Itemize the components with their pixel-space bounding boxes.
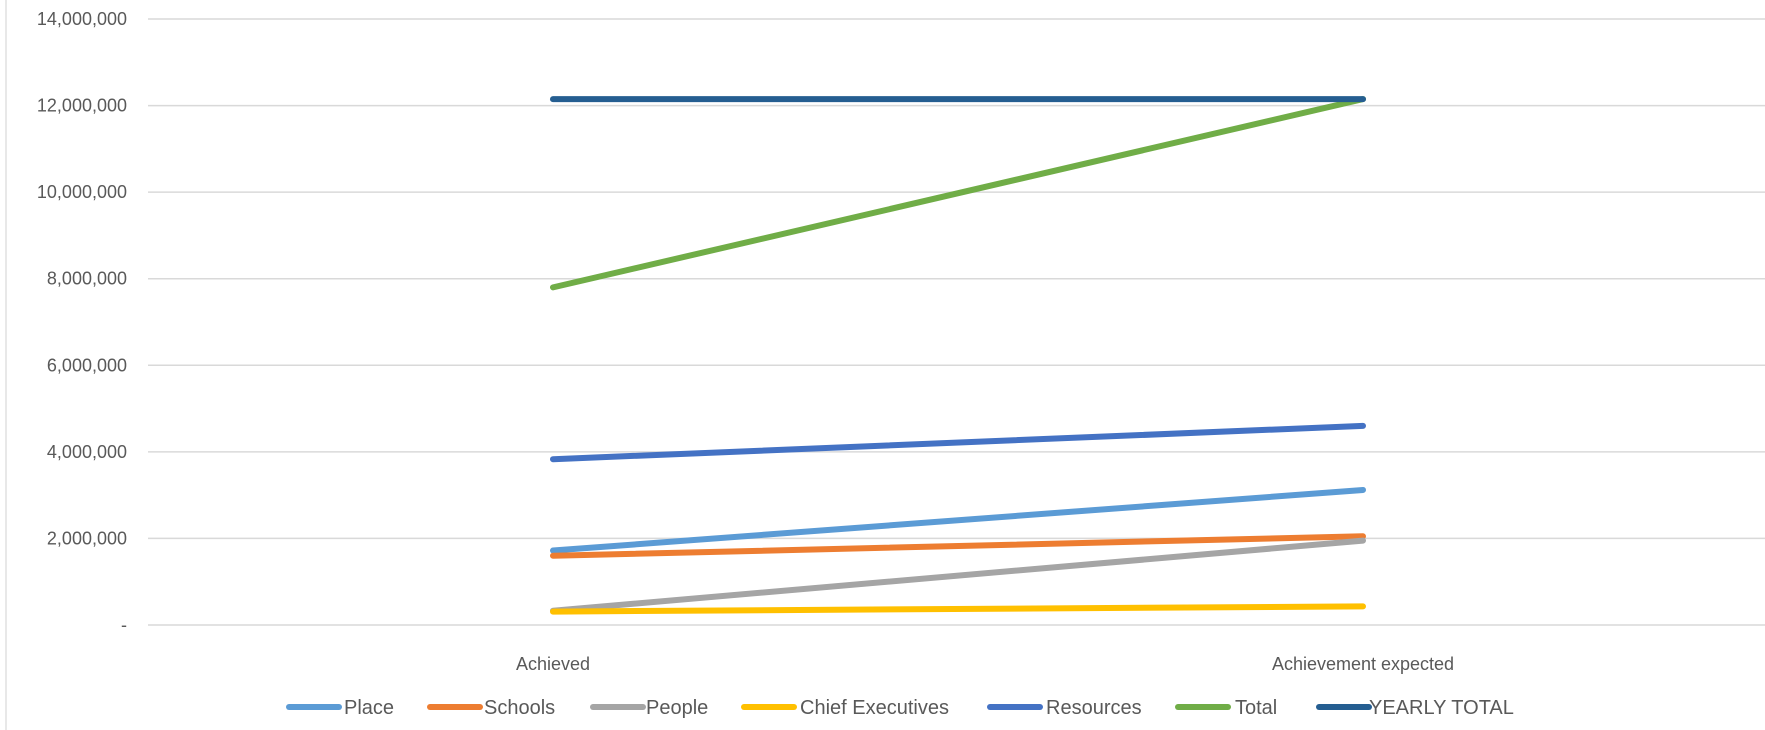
x-tick-label: Achievement expected <box>1272 654 1454 674</box>
legend-label-total: Total <box>1235 697 1277 719</box>
series-line-total <box>550 96 1366 291</box>
y-tick-label: - <box>121 615 127 635</box>
series-line-place <box>550 486 1366 554</box>
legend-label-resources: Resources <box>1046 697 1142 719</box>
y-axis-ticks: - 2,000,000 4,000,000 6,000,000 8,000,000 10,… <box>37 9 127 635</box>
legend-label-place: Place <box>344 697 394 719</box>
series-line-schools <box>550 533 1366 559</box>
y-tick-label: 4,000,000 <box>47 442 127 462</box>
y-tick-label: 12,000,000 <box>37 96 127 116</box>
series-line-chief-executives <box>550 603 1366 615</box>
y-tick-label: 14,000,000 <box>37 9 127 29</box>
legend-label-yearly-total: YEARLY TOTAL <box>1369 697 1514 719</box>
series-lines <box>550 96 1366 615</box>
y-tick-label: 10,000,000 <box>37 182 127 202</box>
y-tick-label: 8,000,000 <box>47 269 127 289</box>
gridlines <box>148 18 1765 626</box>
y-tick-label: 6,000,000 <box>47 355 127 375</box>
legend-label-people: People <box>646 697 708 719</box>
series-line-resources <box>550 422 1366 463</box>
series-line-people <box>550 537 1366 614</box>
legend: Place Schools People Chief Executives Resour… <box>286 697 1514 719</box>
legend-label-chief-executives: Chief Executives <box>800 697 949 719</box>
legend-label-schools: Schools <box>484 697 555 719</box>
y-tick-label: 2,000,000 <box>47 528 127 548</box>
x-tick-label: Achieved <box>516 654 590 674</box>
x-axis-ticks: Achieved Achievement expected <box>516 654 1454 674</box>
